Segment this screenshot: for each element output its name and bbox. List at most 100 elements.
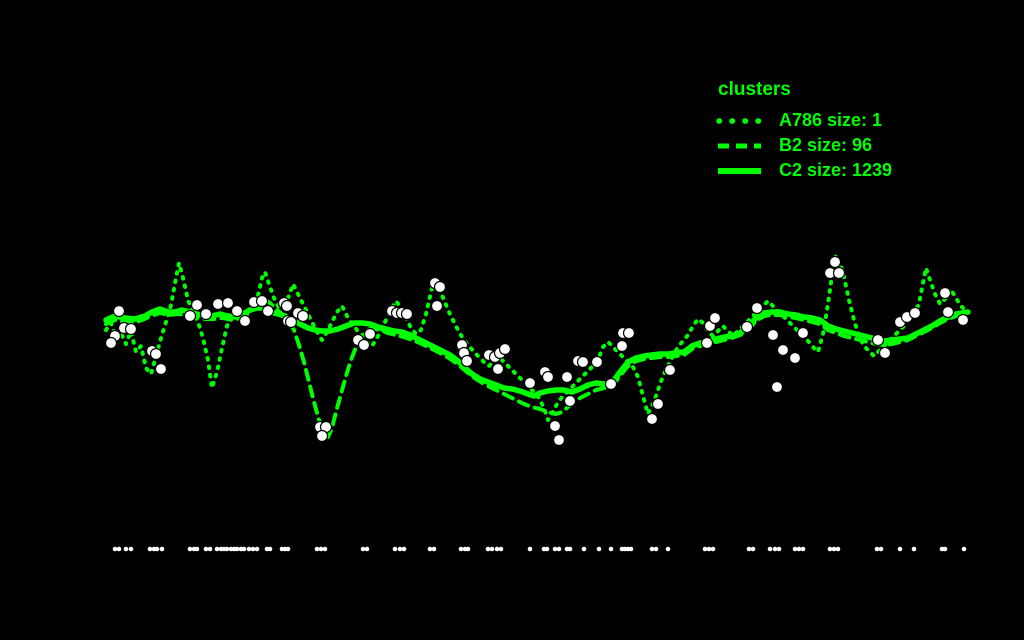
rug-tick xyxy=(397,546,403,552)
scatter-point xyxy=(211,297,225,311)
scatter-point xyxy=(828,255,842,269)
scatter-point xyxy=(622,326,636,340)
scatter-point xyxy=(871,333,885,347)
rug-tick xyxy=(567,546,573,552)
rug-tick xyxy=(458,546,464,552)
rug-tick xyxy=(187,546,193,552)
scatter-point xyxy=(498,342,512,356)
series-line-b2 xyxy=(104,297,970,439)
rug-tick xyxy=(911,546,917,552)
rug-tick xyxy=(706,546,712,552)
rug-tick xyxy=(159,546,165,552)
scatter-point xyxy=(280,299,294,313)
scatter-point xyxy=(604,377,618,391)
rug-tick xyxy=(800,546,806,552)
scatter-point xyxy=(541,370,555,384)
rug-tick xyxy=(772,546,778,552)
scatter-point xyxy=(433,280,447,294)
scatter-point xyxy=(766,328,780,342)
rug-tick xyxy=(527,546,533,552)
rug-tick xyxy=(878,546,884,552)
scatter-point xyxy=(230,304,244,318)
scatter-point xyxy=(183,309,197,323)
dashed-line-swatch-icon xyxy=(718,143,761,148)
rug-tick xyxy=(214,546,220,552)
rug-tick xyxy=(961,546,967,552)
rug-tick xyxy=(556,546,562,552)
scatter-point xyxy=(491,362,505,376)
scatter-point xyxy=(552,433,566,447)
rug-tick xyxy=(234,546,240,552)
scatter-point xyxy=(645,412,659,426)
scatter-point xyxy=(563,394,577,408)
scatter-point xyxy=(430,299,444,313)
scatter-point xyxy=(400,307,414,321)
scatter-point xyxy=(548,419,562,433)
scatter-point xyxy=(357,338,371,352)
rug-tick xyxy=(835,546,841,552)
scatter-point xyxy=(104,336,118,350)
rug-tick xyxy=(318,546,324,552)
rug-tick xyxy=(494,546,500,552)
scatter-point xyxy=(750,301,764,315)
rug-tick xyxy=(465,546,471,552)
rug-tick xyxy=(267,546,273,552)
scatter-point xyxy=(255,294,269,308)
rug-tick xyxy=(750,546,756,552)
rug-tick xyxy=(254,546,260,552)
rug-tick xyxy=(147,546,153,552)
dotted-line-swatch-icon xyxy=(716,117,762,124)
scatter-point xyxy=(700,336,714,350)
rug-tick xyxy=(203,546,209,552)
legend-label: A786 size: 1 xyxy=(779,110,883,130)
legend-entry-b2: B2 size: 96 xyxy=(716,133,892,158)
series-line-a786 xyxy=(104,253,967,422)
legend-entries: A786 size: 1 B2 size: 96 C2 size: 1239 xyxy=(716,108,892,183)
rug-tick xyxy=(401,546,407,552)
scatter-point xyxy=(832,266,846,280)
scatter-point xyxy=(124,322,138,336)
rug-tick xyxy=(154,546,160,552)
rug-tick xyxy=(792,546,798,552)
scatter-point xyxy=(199,307,213,321)
legend-entry-c2: C2 size: 1239 xyxy=(716,158,892,183)
scatter-point xyxy=(796,326,810,340)
rug-tick xyxy=(246,546,252,552)
scatter-point xyxy=(651,397,665,411)
rug-tick xyxy=(498,546,504,552)
scatter-point xyxy=(776,343,790,357)
rug-tick xyxy=(552,546,558,552)
rug-tick xyxy=(544,546,550,552)
legend-title: clusters xyxy=(718,79,791,100)
scatter-point xyxy=(190,298,204,312)
scatter-point xyxy=(238,314,252,328)
rug-tick xyxy=(224,546,230,552)
scatter-point xyxy=(708,311,722,325)
rug-tick xyxy=(241,546,247,552)
rug-tick xyxy=(489,546,495,552)
legend-label: B2 size: 96 xyxy=(779,135,873,155)
rug-tick xyxy=(194,546,200,552)
rug-tick xyxy=(776,546,782,552)
rug-tick xyxy=(431,546,437,552)
scatter-point xyxy=(112,304,126,318)
rug-tick xyxy=(285,546,291,552)
rug-tick xyxy=(746,546,752,552)
rug-tick xyxy=(427,546,433,552)
scatter-point xyxy=(788,351,802,365)
scatter-point xyxy=(590,355,604,369)
legend: clusters A786 size: 1 B2 size: 96 C2 siz… xyxy=(716,80,892,183)
rug-tick xyxy=(608,546,614,552)
scatter-point xyxy=(560,370,574,384)
rug-tick xyxy=(314,546,320,552)
rug-tick xyxy=(710,546,716,552)
scatter-point xyxy=(740,320,754,334)
rug-tick xyxy=(364,546,370,552)
rug-tick xyxy=(831,546,837,552)
solid-line-swatch-icon xyxy=(718,167,761,174)
rug-tick xyxy=(581,546,587,552)
rug-tick xyxy=(207,546,213,552)
scatter-point xyxy=(770,380,784,394)
